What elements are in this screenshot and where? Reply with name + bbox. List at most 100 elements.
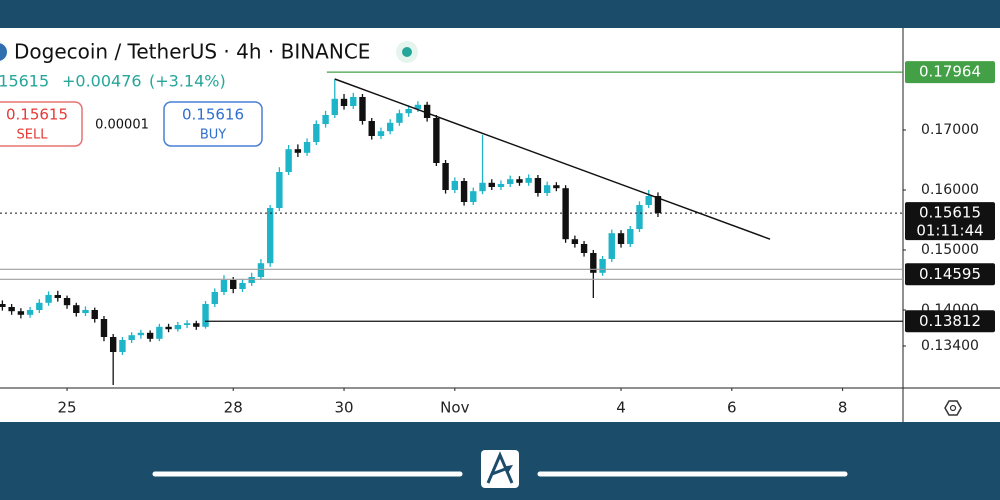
candle-body — [368, 121, 375, 136]
y-tick-label: 0.16000 — [921, 182, 979, 198]
candle-body — [488, 182, 495, 187]
candle-body — [627, 229, 634, 244]
candle-body — [220, 280, 228, 292]
price-label-box — [905, 263, 995, 286]
candle-body — [100, 319, 108, 337]
candle-body — [599, 259, 606, 273]
candle-body — [571, 239, 579, 244]
buy-price[interactable]: 0.15616 — [182, 106, 244, 124]
candle-body — [303, 142, 311, 153]
price-change: +0.00476 — [62, 72, 142, 91]
price-label-box — [905, 61, 995, 84]
candle-body — [396, 113, 403, 123]
sell-label[interactable]: SELL — [17, 128, 49, 143]
candle-body — [470, 191, 477, 202]
top-band — [0, 0, 1000, 28]
candle-body — [193, 323, 200, 327]
candle-body — [507, 179, 514, 184]
sell-price[interactable]: 0.15615 — [6, 106, 68, 124]
price-label: 0.17964 — [919, 63, 981, 81]
candle-body — [36, 302, 43, 310]
candle-body — [146, 332, 154, 339]
x-tick-label: 25 — [57, 399, 76, 417]
candle-body — [451, 181, 459, 190]
candle-body — [294, 149, 302, 153]
symbol-icon — [0, 43, 7, 61]
price-label: 0.13812 — [919, 312, 981, 330]
buy-label[interactable]: BUY — [200, 128, 226, 143]
status-dot — [402, 47, 412, 57]
candle-body — [617, 233, 625, 244]
candle-body — [543, 185, 551, 193]
candle-body — [45, 295, 52, 303]
x-tick-label: 6 — [727, 399, 737, 417]
candle-body — [313, 124, 320, 142]
candle-body — [359, 97, 366, 121]
candle-body — [590, 253, 597, 273]
x-tick-label: Nov — [440, 399, 469, 417]
price-label-box — [905, 202, 995, 241]
candle-body — [405, 109, 412, 114]
x-tick-label: 4 — [616, 399, 626, 417]
candle-body — [54, 295, 61, 298]
candle-body — [645, 196, 652, 205]
candle-body — [266, 208, 274, 264]
candle-body — [553, 185, 560, 189]
candle-body — [174, 325, 182, 330]
candle-body — [156, 326, 163, 339]
candle-body — [350, 97, 357, 106]
candle-body — [479, 182, 486, 192]
symbol-title: Dogecoin / TetherUS · 4h · BINANCE — [14, 40, 370, 64]
candle-body — [534, 178, 542, 193]
candle-body — [73, 305, 80, 313]
candle-body — [433, 118, 440, 163]
candle-body — [377, 131, 385, 136]
candle-body — [562, 188, 569, 240]
candle-body — [8, 307, 15, 312]
settings-icon[interactable] — [944, 400, 962, 416]
spread: 0.00001 — [95, 118, 149, 133]
candle-body — [460, 181, 468, 202]
candle-body — [82, 310, 89, 313]
price-label: 0.14595 — [919, 265, 981, 283]
candle-body — [497, 184, 505, 187]
buy-button[interactable] — [163, 101, 263, 147]
candle-body — [580, 244, 588, 253]
sell-button[interactable] — [0, 101, 83, 147]
candle-body — [248, 277, 255, 283]
candle-body — [119, 340, 126, 352]
overlay: Dogecoin / TetherUS · 4h · BINANCE 0.156… — [0, 40, 962, 488]
candle-body — [63, 298, 71, 306]
y-tick-label: 0.15000 — [921, 242, 979, 258]
price-label-box — [905, 310, 995, 333]
candle-body — [26, 310, 34, 315]
y-tick-label: 0.17000 — [921, 122, 979, 138]
candle-body — [211, 292, 218, 304]
candle-body — [202, 304, 209, 327]
candle-body — [340, 98, 348, 106]
logo-mark — [486, 451, 514, 484]
candle-body — [331, 98, 338, 115]
candle-body — [165, 326, 172, 330]
candle-body — [608, 233, 615, 259]
candle-body — [423, 104, 431, 118]
candle-body — [636, 205, 643, 229]
y-tick-label: 0.13400 — [921, 338, 979, 354]
x-tick-label: 28 — [224, 399, 243, 417]
candle-body — [91, 310, 98, 319]
candle-body — [414, 104, 422, 109]
candle-body — [516, 179, 523, 183]
candle-body — [183, 323, 191, 325]
price-label: 0.15615 — [919, 204, 981, 222]
last-price: 0.15615 — [0, 72, 49, 91]
countdown-label: 01:11:44 — [916, 222, 983, 240]
x-tick-label: 8 — [838, 399, 848, 417]
settings-icon-center — [949, 404, 957, 412]
candle-body — [442, 163, 449, 190]
candle-body — [137, 332, 145, 336]
candle-body — [386, 122, 394, 132]
x-tick-label: 30 — [334, 399, 353, 417]
candle-body — [0, 304, 6, 307]
candle-body — [654, 196, 662, 214]
